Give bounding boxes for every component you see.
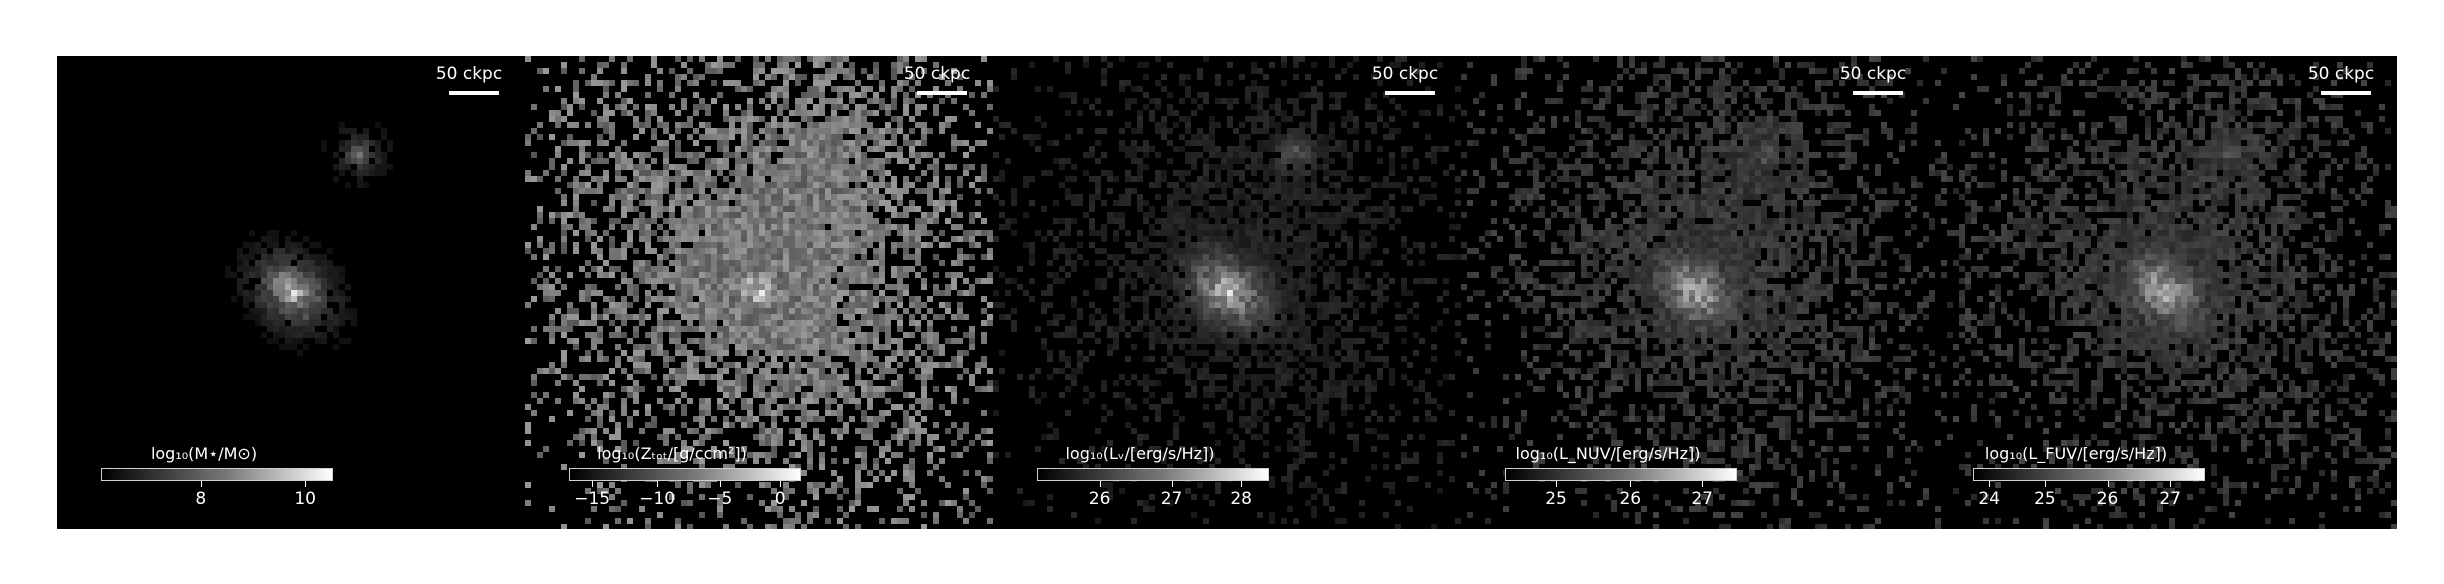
scale-bar	[1853, 91, 1903, 95]
colorbar-label: log₁₀(L_FUV/[erg/s/Hz])	[1984, 444, 2168, 463]
scale-bar	[1385, 91, 1435, 95]
colorbar-tick	[1702, 481, 1704, 487]
colorbar	[1037, 468, 1269, 481]
colorbar-tick	[592, 481, 594, 487]
colorbar-tick-label: 0	[774, 489, 786, 509]
colorbar-tick-label: 27	[1160, 489, 1183, 509]
colorbar-tick	[780, 481, 782, 487]
colorbar-tick-label: 27	[2159, 489, 2181, 509]
colorbar-tick	[2170, 481, 2172, 487]
colorbar-tick	[1241, 481, 1243, 487]
colorbar-tick	[2044, 481, 2046, 487]
colorbar-tick-label: 28	[1230, 489, 1252, 509]
colorbar-tick-label: 10	[294, 489, 316, 509]
fuv-luminosity-field	[1929, 56, 2397, 529]
v-band-luminosity-field	[993, 56, 1461, 529]
colorbar-tick	[2107, 481, 2109, 487]
colorbar-tick-label: −10	[639, 489, 676, 509]
colorbar-tick-label: 24	[1978, 489, 2001, 509]
scale-bar-label: 50 ckpc	[903, 64, 971, 84]
stellar-mass-density-field	[225, 122, 393, 356]
scale-bar	[917, 91, 967, 95]
scale-bar-label: 50 ckpc	[435, 64, 503, 84]
colorbar-label: log₁₀(Zₜₒₜ/[g/ccm²])	[597, 444, 747, 463]
colorbar	[1505, 468, 1737, 481]
colorbar-tick-label: −5	[707, 489, 733, 509]
scale-bar-label: 50 ckpc	[2307, 64, 2375, 84]
colorbar-tick-label: 25	[2034, 489, 2056, 509]
colorbar	[1973, 468, 2205, 481]
scale-bar-label: 50 ckpc	[1371, 64, 1439, 84]
scale-bar	[2321, 91, 2371, 95]
colorbar-tick-label: 26	[2096, 489, 2119, 509]
colorbar-tick-label: 8	[195, 489, 207, 509]
colorbar-tick	[305, 481, 307, 487]
colorbar	[569, 468, 801, 481]
colorbar-tick	[200, 481, 202, 487]
colorbar-tick	[1171, 481, 1173, 487]
colorbar-tick-label: 26	[1619, 489, 1642, 509]
colorbar-tick-label: 25	[1545, 489, 1567, 509]
colorbar-label: log₁₀(Lᵥ/[erg/s/Hz])	[1065, 444, 1215, 463]
v-band-luminosity-map-panel: 50 ckpc log₁₀(Lᵥ/[erg/s/Hz]) 26 27 28	[993, 56, 1461, 529]
colorbar-tick	[1630, 481, 1632, 487]
colorbar-tick	[657, 481, 659, 487]
nuv-luminosity-map-panel: 50 ckpc log₁₀(L_NUV/[erg/s/Hz]) 25 26 27	[1461, 56, 1929, 529]
colorbar	[101, 468, 333, 481]
stellar-mass-map-panel: 50 ckpc log₁₀(M⋆/M⊙) 8 10	[57, 56, 525, 529]
colorbar-tick	[1556, 481, 1558, 487]
galaxy-map-strip: 50 ckpc log₁₀(M⋆/M⊙) 8 10 50 ckpc log₁₀(Z…	[57, 56, 2397, 529]
colorbar-tick	[1099, 481, 1101, 487]
fuv-luminosity-map-panel: 50 ckpc log₁₀(L_FUV/[erg/s/Hz]) 24 25 26 27	[1929, 56, 2397, 529]
scale-bar-label: 50 ckpc	[1839, 64, 1907, 84]
colorbar-label: log₁₀(M⋆/M⊙)	[150, 444, 258, 463]
metal-density-map-panel: 50 ckpc log₁₀(Zₜₒₜ/[g/ccm²]) −15 −10 −5 0	[525, 56, 993, 529]
colorbar-tick	[719, 481, 721, 487]
metal-density-field	[525, 56, 993, 529]
colorbar-tick-label: −15	[574, 489, 611, 509]
colorbar-tick-label: 27	[1691, 489, 1713, 509]
scale-bar	[449, 91, 499, 95]
colorbar-label: log₁₀(L_NUV/[erg/s/Hz])	[1515, 444, 1701, 463]
colorbar-tick	[1989, 481, 1991, 487]
colorbar-tick-label: 26	[1088, 489, 1111, 509]
